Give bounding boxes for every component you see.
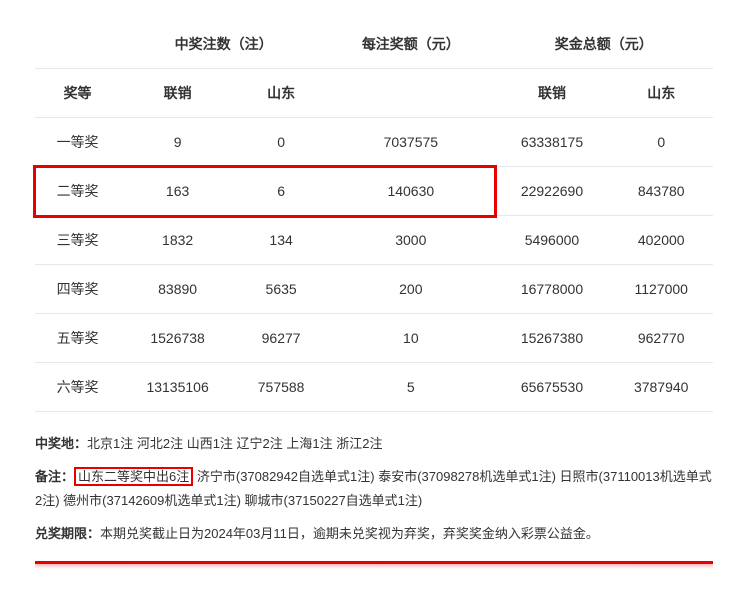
cell-tier: 四等奖	[35, 265, 120, 314]
cell-perprize: 3000	[327, 216, 494, 265]
header-total-prize: 奖金总额（元）	[495, 20, 714, 69]
note-location-label: 中奖地：	[35, 436, 87, 451]
cell-total_lx: 16778000	[495, 265, 610, 314]
header-row-2: 奖等 联销 山东 联销 山东	[35, 69, 713, 118]
cell-total_lx: 22922690	[495, 167, 610, 216]
cell-perprize: 10	[327, 314, 494, 363]
cell-total_sd: 402000	[609, 216, 713, 265]
cell-perprize: 200	[327, 265, 494, 314]
note-location: 中奖地：北京1注 河北2注 山西1注 辽宁2注 上海1注 浙江2注	[35, 432, 713, 455]
cell-total_sd: 0	[609, 118, 713, 167]
header-per-prize: 每注奖额（元）	[327, 20, 494, 69]
cell-total_sd: 3787940	[609, 363, 713, 412]
cell-total_sd: 843780	[609, 167, 713, 216]
cell-lianxiao: 9	[120, 118, 235, 167]
notes-section: 中奖地：北京1注 河北2注 山西1注 辽宁2注 上海1注 浙江2注 备注：山东二…	[35, 432, 713, 546]
note-deadline: 兑奖期限：本期兑奖截止日为2024年03月11日，逾期未兑奖视为弃奖，弃奖奖金纳…	[35, 522, 713, 545]
bottom-shadow	[35, 564, 713, 569]
table-body: 一等奖907037575633381750二等奖1636140630229226…	[35, 118, 713, 412]
note-location-text: 北京1注 河北2注 山西1注 辽宁2注 上海1注 浙江2注	[87, 436, 382, 451]
cell-perprize: 5	[327, 363, 494, 412]
cell-shandong: 757588	[235, 363, 327, 412]
header-total-shandong: 山东	[609, 69, 713, 118]
header-empty	[327, 69, 494, 118]
cell-perprize: 7037575	[327, 118, 494, 167]
header-blank	[35, 20, 120, 69]
table-row: 二等奖163614063022922690843780	[35, 167, 713, 216]
header-total-lianxiao: 联销	[495, 69, 610, 118]
header-row-1: 中奖注数（注） 每注奖额（元） 奖金总额（元）	[35, 20, 713, 69]
table-row: 五等奖1526738962771015267380962770	[35, 314, 713, 363]
table-row: 三等奖183213430005496000402000	[35, 216, 713, 265]
cell-tier: 一等奖	[35, 118, 120, 167]
cell-tier: 五等奖	[35, 314, 120, 363]
cell-lianxiao: 163	[120, 167, 235, 216]
cell-tier: 六等奖	[35, 363, 120, 412]
cell-shandong: 134	[235, 216, 327, 265]
cell-shandong: 6	[235, 167, 327, 216]
cell-tier: 二等奖	[35, 167, 120, 216]
cell-perprize: 140630	[327, 167, 494, 216]
cell-total_lx: 65675530	[495, 363, 610, 412]
cell-lianxiao: 1526738	[120, 314, 235, 363]
header-lianxiao: 联销	[120, 69, 235, 118]
cell-total_sd: 1127000	[609, 265, 713, 314]
cell-shandong: 0	[235, 118, 327, 167]
cell-total_lx: 15267380	[495, 314, 610, 363]
note-remark-highlight: 山东二等奖中出6注	[74, 467, 193, 486]
header-shandong: 山东	[235, 69, 327, 118]
cell-shandong: 96277	[235, 314, 327, 363]
cell-total_lx: 63338175	[495, 118, 610, 167]
cell-lianxiao: 83890	[120, 265, 235, 314]
cell-shandong: 5635	[235, 265, 327, 314]
cell-lianxiao: 1832	[120, 216, 235, 265]
table-row: 四等奖838905635200167780001127000	[35, 265, 713, 314]
cell-total_sd: 962770	[609, 314, 713, 363]
prize-table: 中奖注数（注） 每注奖额（元） 奖金总额（元） 奖等 联销 山东 联销 山东 一…	[35, 20, 713, 412]
cell-tier: 三等奖	[35, 216, 120, 265]
page-container: 中奖注数（注） 每注奖额（元） 奖金总额（元） 奖等 联销 山东 联销 山东 一…	[35, 20, 713, 412]
note-deadline-label: 兑奖期限：	[35, 526, 100, 541]
note-remark: 备注：山东二等奖中出6注 济宁市(37082942自选单式1注) 泰安市(370…	[35, 465, 713, 512]
note-deadline-text: 本期兑奖截止日为2024年03月11日，逾期未兑奖视为弃奖，弃奖奖金纳入彩票公益…	[100, 526, 599, 541]
table-row: 一等奖907037575633381750	[35, 118, 713, 167]
header-winning-count: 中奖注数（注）	[120, 20, 327, 69]
note-remark-label: 备注：	[35, 469, 74, 484]
cell-total_lx: 5496000	[495, 216, 610, 265]
header-tier: 奖等	[35, 69, 120, 118]
cell-lianxiao: 13135106	[120, 363, 235, 412]
table-row: 六等奖131351067575885656755303787940	[35, 363, 713, 412]
